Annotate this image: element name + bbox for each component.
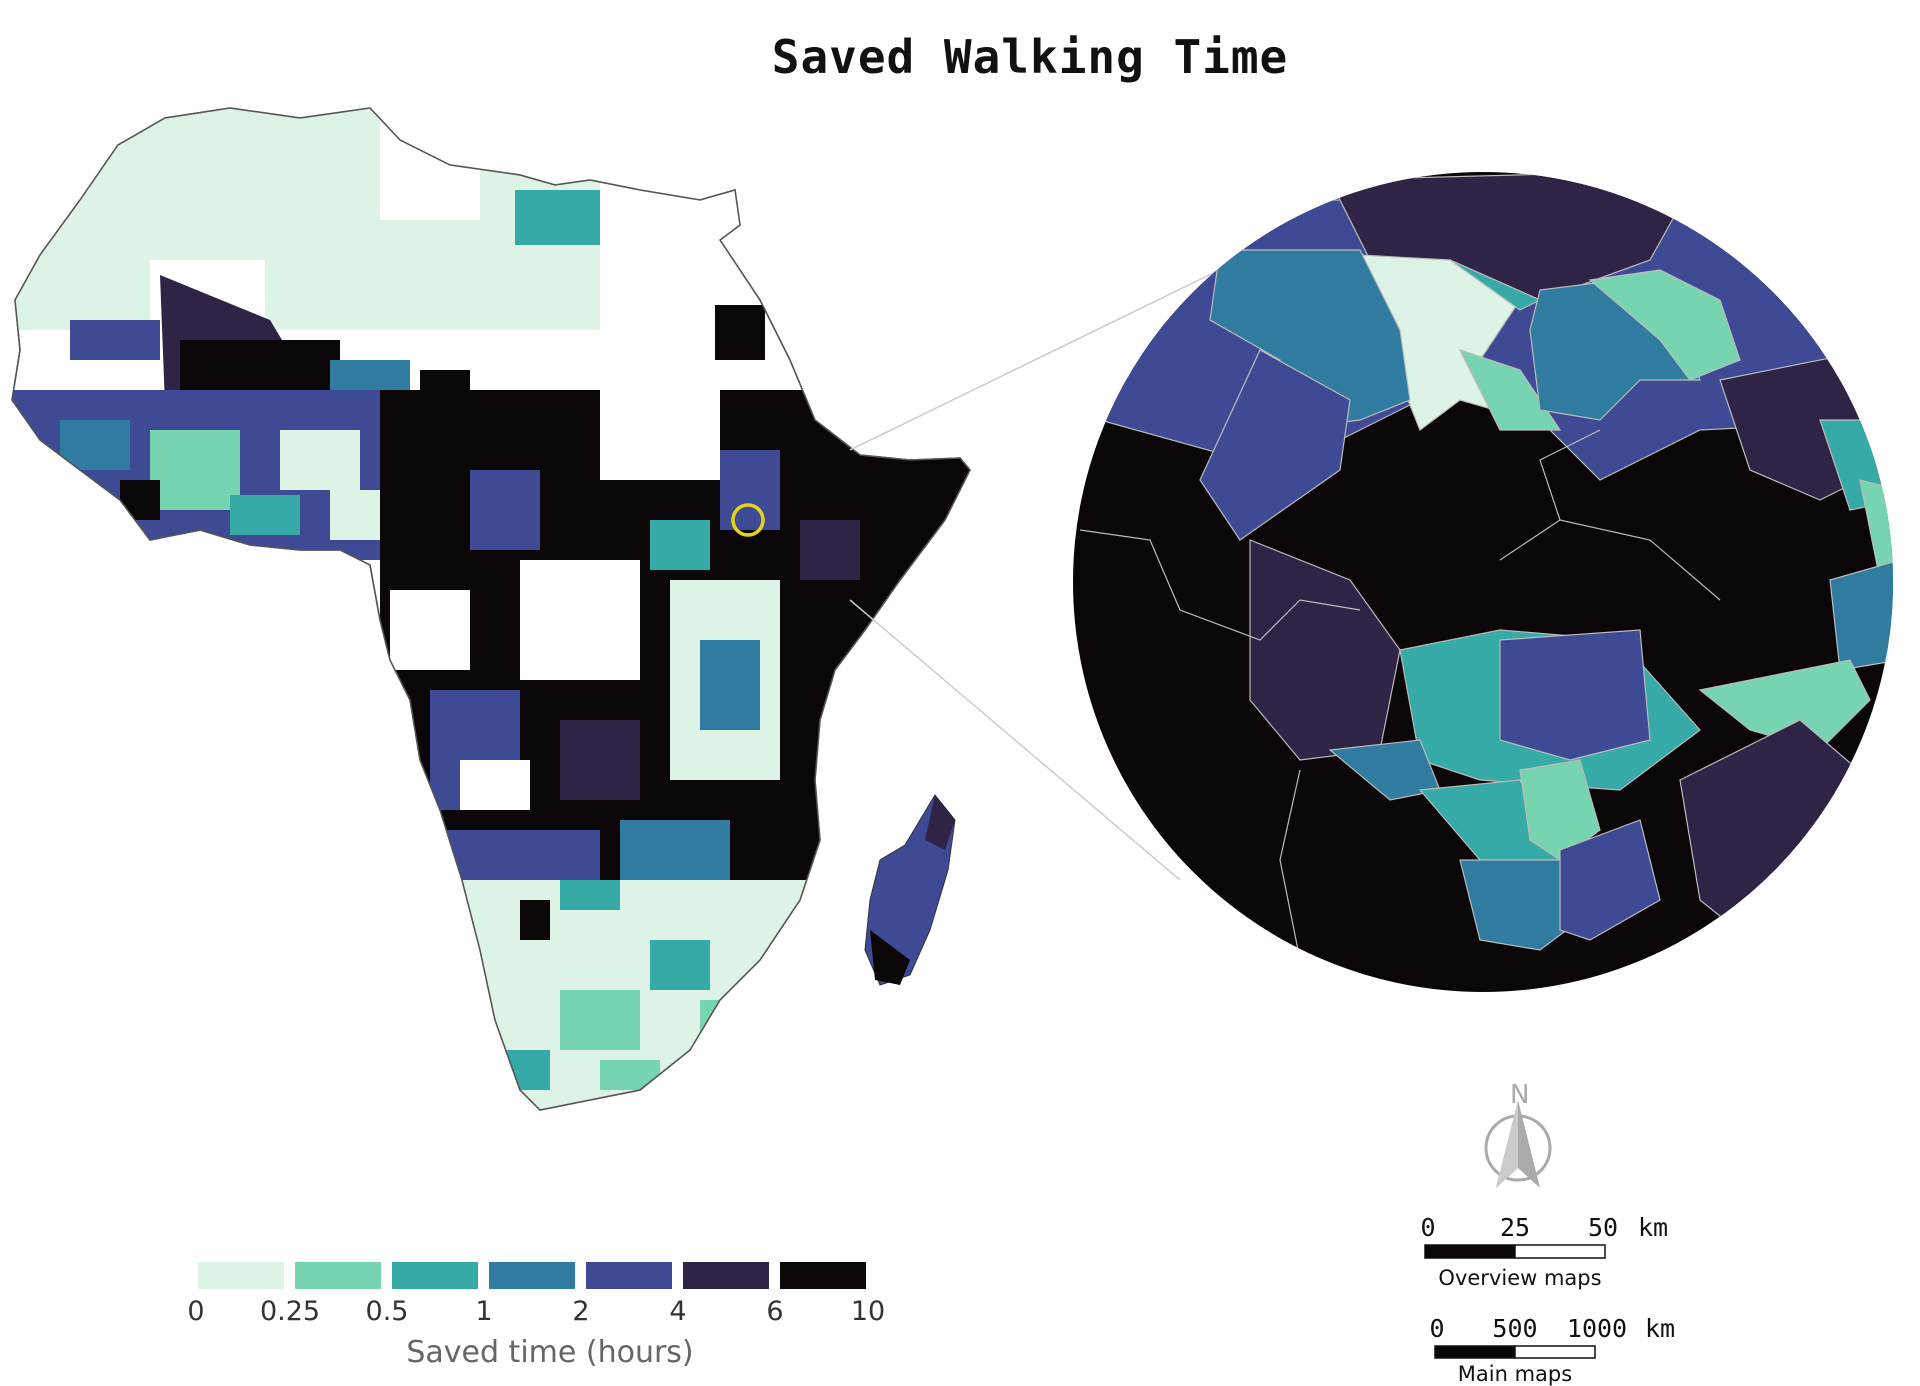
scale-main-caption: Main maps [1457, 1362, 1573, 1386]
legend-swatch-5 [683, 1262, 769, 1289]
scale-main-tick-1: 500 [1492, 1314, 1538, 1343]
legend-title: Saved time (hours) [406, 1335, 694, 1370]
north-label: N [1510, 1080, 1530, 1110]
legend-swatch-6 [780, 1262, 866, 1289]
legend-swatch-4 [586, 1262, 672, 1289]
scale-main-unit: km [1644, 1314, 1676, 1343]
zoom-connector-lower [849, 599, 1181, 881]
legend-swatch-1 [295, 1262, 381, 1289]
scale-main-tick-0: 0 [1429, 1314, 1445, 1343]
legend-break-4: 2 [572, 1296, 590, 1327]
zoom-inset-map [1073, 172, 1893, 992]
zoom-connector-upper [849, 259, 1241, 451]
scale-overview-tick-0: 0 [1420, 1213, 1436, 1242]
madagascar [864, 794, 956, 986]
scale-overview-caption: Overview maps [1438, 1266, 1602, 1290]
legend-break-6: 6 [766, 1296, 784, 1327]
legend-swatch-0 [198, 1262, 284, 1289]
legend-swatch-2 [392, 1262, 478, 1289]
africa-main-map [11, 107, 971, 1111]
zoom-location-marker [731, 503, 765, 537]
legend-break-1: 0.25 [259, 1296, 321, 1327]
north-arrow-icon [1484, 1100, 1552, 1188]
scale-bar-main [1434, 1345, 1596, 1359]
legend-swatch-3 [489, 1262, 575, 1289]
legend-break-2: 0.5 [365, 1296, 409, 1327]
map-title: Saved Walking Time [771, 30, 1289, 84]
legend-break-3: 1 [475, 1296, 493, 1327]
legend-break-7: 10 [850, 1296, 886, 1327]
scale-overview-tick-2: 50 [1587, 1213, 1619, 1242]
legend-swatches [198, 1262, 866, 1289]
legend-break-5: 4 [669, 1296, 687, 1327]
legend-break-0: 0 [187, 1296, 205, 1327]
scale-bar-overview [1424, 1244, 1606, 1259]
scale-overview-unit: km [1637, 1213, 1669, 1242]
scale-main-tick-2: 1000 [1566, 1314, 1628, 1343]
scale-overview-tick-1: 25 [1499, 1213, 1531, 1242]
